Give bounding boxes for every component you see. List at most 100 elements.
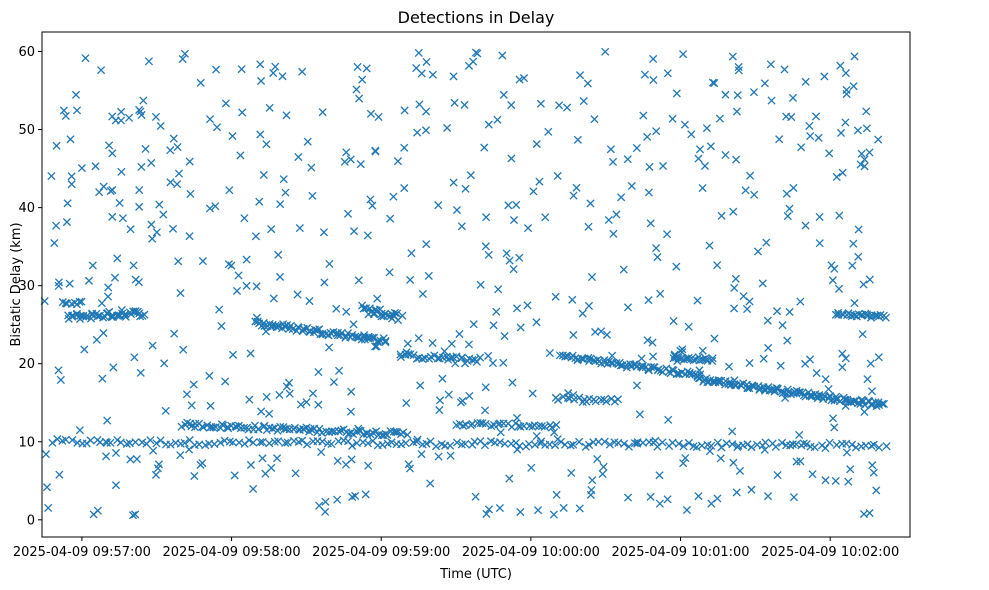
data-point [169,134,178,143]
data-point [730,304,739,313]
data-point [66,135,75,144]
data-point [863,375,872,384]
data-point [735,466,745,475]
data-point [108,112,117,121]
data-point [392,309,402,318]
data-point [374,112,383,122]
data-point [575,504,584,513]
data-point [584,353,593,363]
data-point [52,141,61,150]
data-point [417,450,426,459]
data-point [449,72,458,81]
data-point [434,201,443,210]
data-point [881,313,890,322]
data-point [528,389,537,398]
data-point [274,322,283,331]
data-point [602,330,612,339]
data-point [746,171,755,180]
data-point [496,428,505,437]
data-point [730,376,739,385]
data-point [407,249,416,258]
data-point [354,424,363,433]
x-axis: 2025-04-09 09:57:00 2025-04-09 09:58:00 20… [13,537,899,560]
data-point [256,130,265,139]
data-point [452,205,462,215]
data-point [838,363,847,372]
data-point [577,354,586,363]
data-point [426,479,435,488]
data-point [860,407,869,416]
data-point [255,197,264,206]
data-point [559,503,568,512]
data-point [148,341,157,350]
data-point [418,354,427,363]
data-point [698,355,708,364]
data-point [366,195,375,204]
data-point [461,184,470,193]
data-point [799,439,808,448]
data-point [724,362,734,371]
data-point [315,424,324,433]
data-point [103,292,113,301]
data-point [94,311,103,321]
data-point [860,155,869,164]
data-point [648,338,657,347]
data-point [851,443,861,452]
data-point [649,352,658,361]
data-point [136,368,145,377]
data-point [731,274,740,283]
data-point [115,198,124,208]
data-point [515,253,524,262]
data-point [505,256,514,265]
x-tick-label: 2025-04-09 10:00:00 [462,545,600,560]
data-point [679,50,688,59]
x-tick-label: 2025-04-09 10:01:00 [611,545,749,560]
data-point [762,238,771,247]
data-point [168,224,178,233]
data-point [269,294,278,303]
data-point [772,383,781,393]
data-point [555,101,564,110]
data-point [682,505,691,515]
data-point [314,400,323,409]
data-point [385,268,394,277]
data-point [72,106,82,115]
data-point [398,311,407,320]
data-point [52,221,61,230]
data-point [598,469,607,479]
data-point [599,462,608,471]
data-point [252,313,261,322]
data-point [516,323,525,332]
data-point [624,442,633,451]
data-point [101,452,111,461]
data-point [415,100,424,109]
data-point [801,77,810,86]
data-point [298,327,307,336]
data-point [272,454,282,463]
data-point [275,272,285,281]
data-point [733,91,742,100]
data-point [857,149,866,158]
data-point [366,333,375,342]
data-point [228,132,237,141]
data-point [867,441,876,450]
data-point [609,229,618,238]
data-point [179,345,188,354]
data-point [849,82,858,91]
data-point [147,220,156,229]
data-point [767,96,776,105]
data-point [717,211,726,220]
data-point [307,163,316,172]
data-point [512,304,522,313]
data-point [337,328,346,338]
data-point [361,490,370,499]
data-point [325,259,334,269]
data-point [205,371,214,380]
data-point [113,435,122,445]
data-point [500,439,509,448]
data-point [550,428,559,437]
data-point [702,124,711,133]
data-point [552,420,561,429]
data-point [271,62,280,71]
data-point [569,191,578,200]
